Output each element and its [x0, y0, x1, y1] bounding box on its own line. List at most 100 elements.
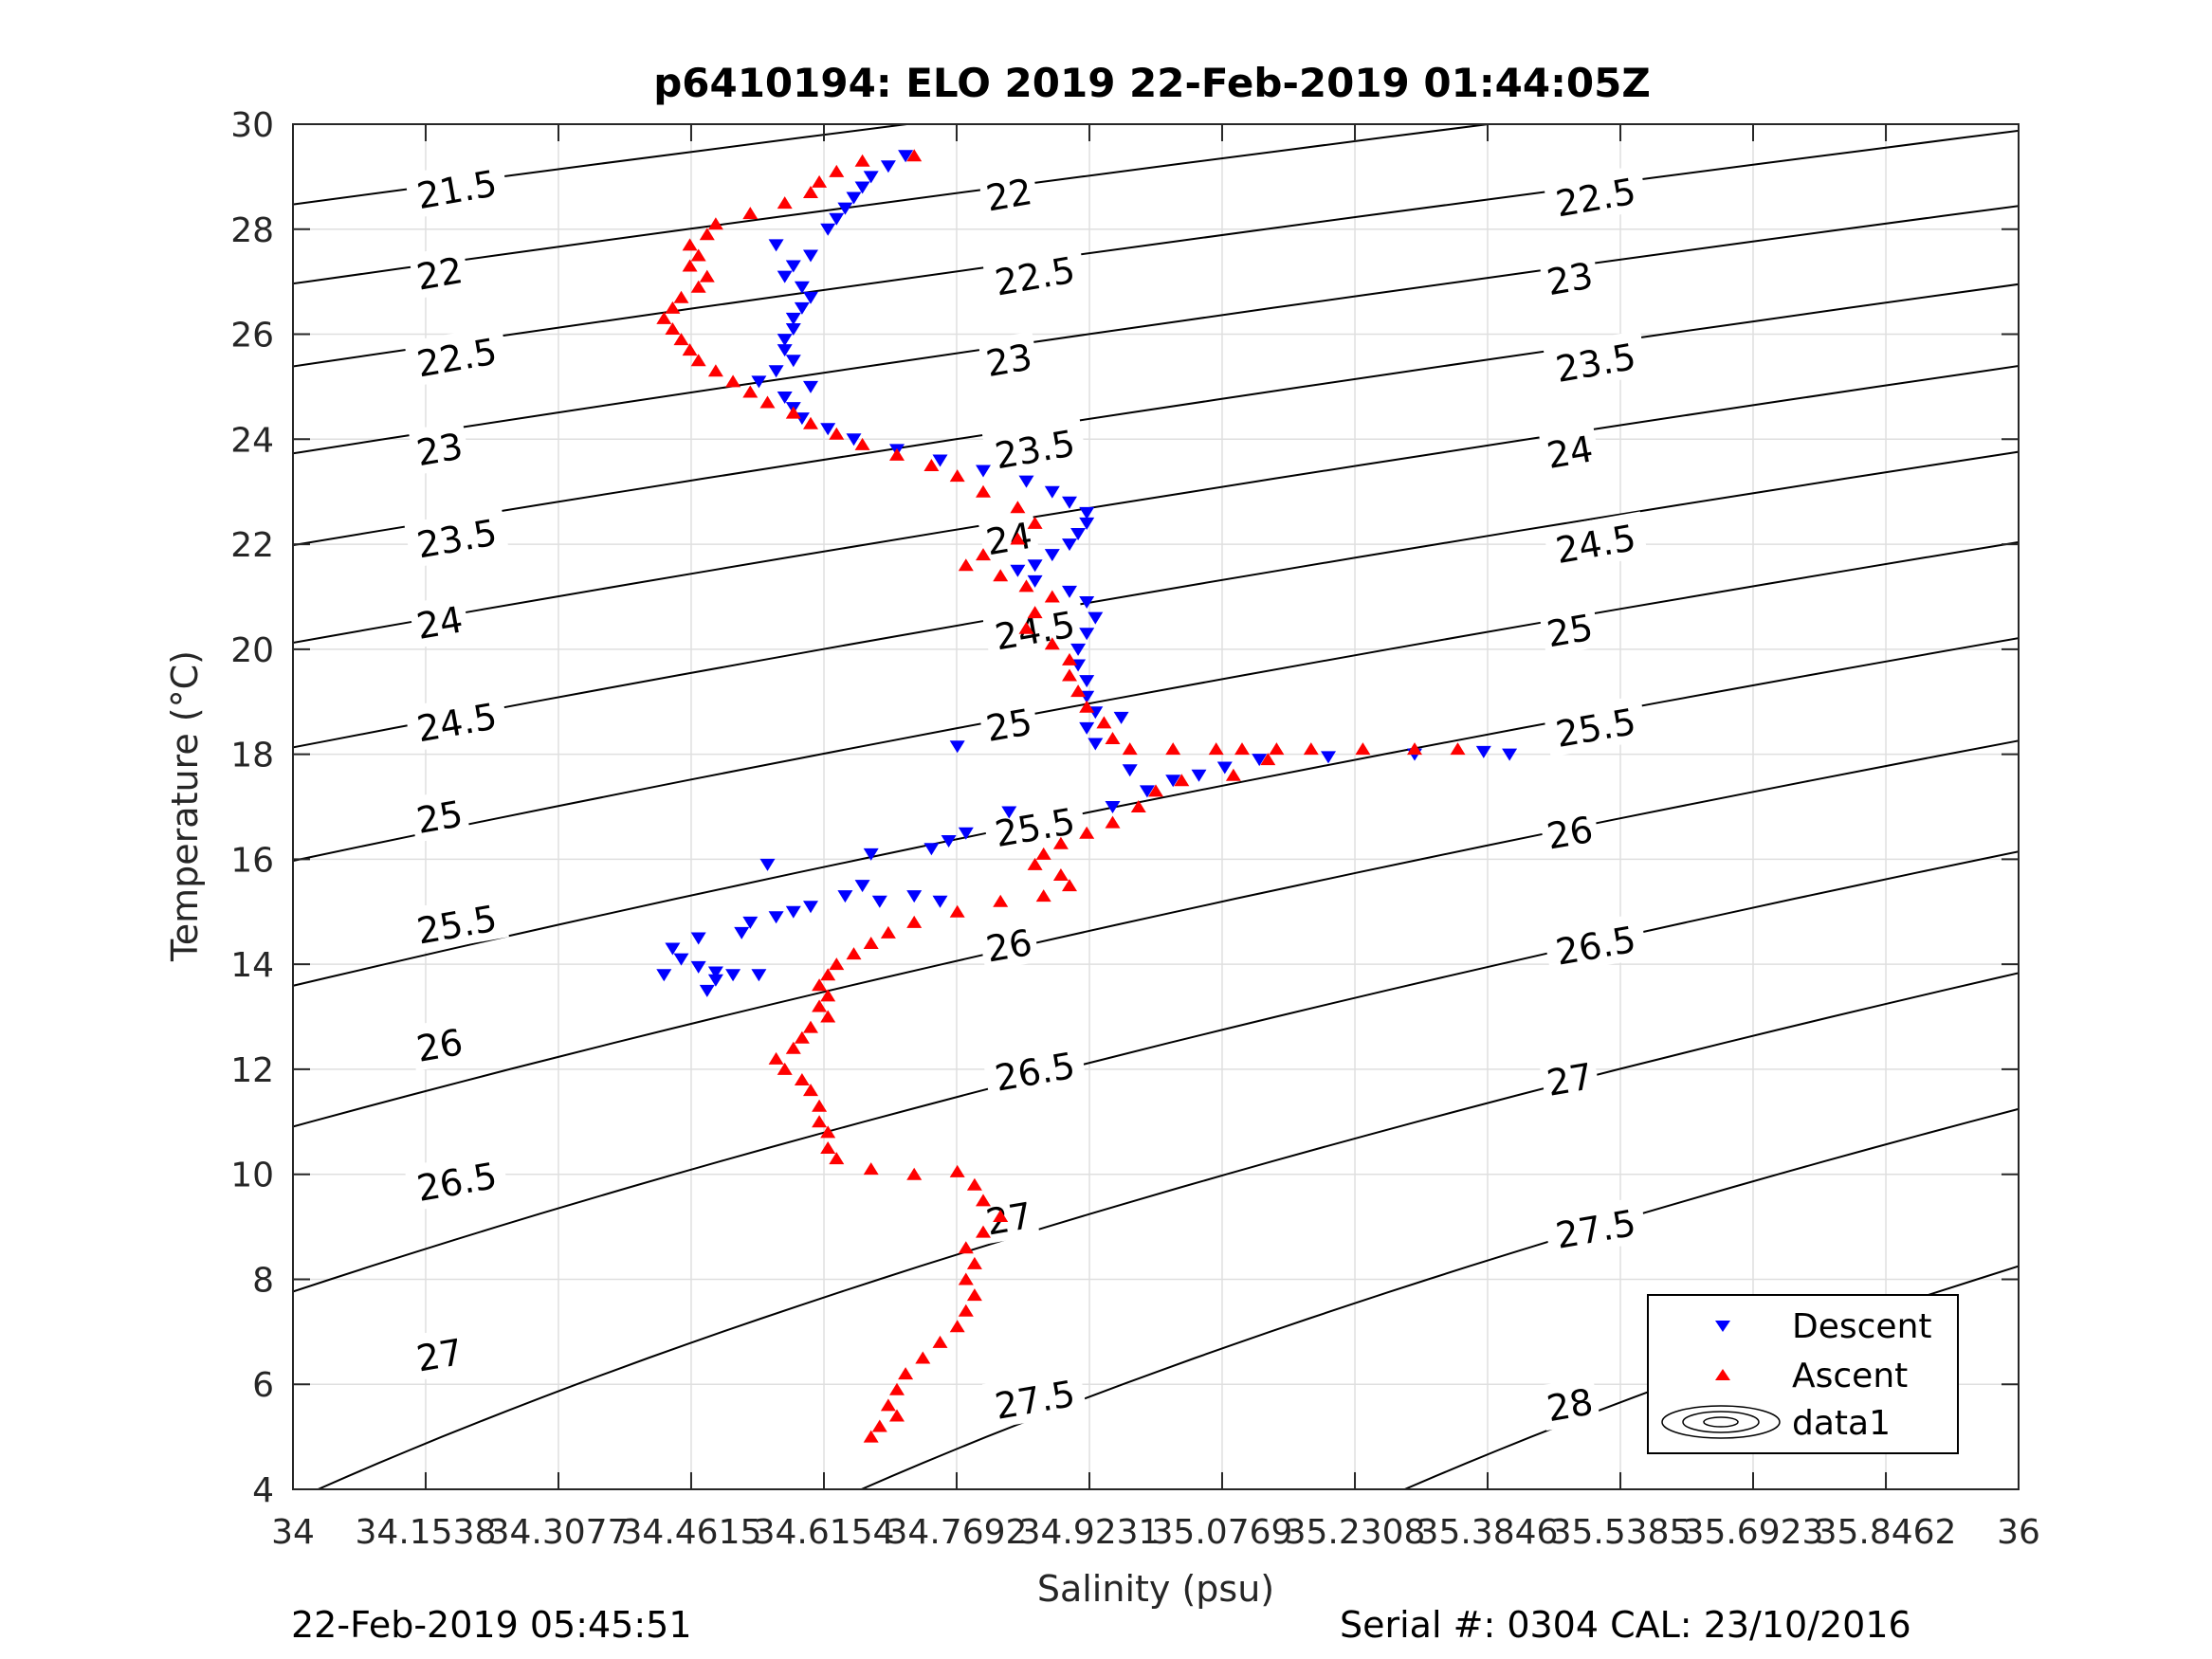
x-tick-label: 35.2308: [1285, 1513, 1426, 1552]
ascent-point: [958, 1241, 974, 1254]
chart-title: p6410194: ELO 2019 22-Feb-2019 01:44:05Z: [653, 60, 1651, 106]
ascent-point: [690, 248, 706, 262]
contour-label-bg: [981, 1039, 1088, 1102]
density-contour-line: [861, 1107, 2019, 1489]
ascent-point: [820, 1010, 836, 1023]
x-tick-label: 35.6923: [1683, 1513, 1824, 1552]
descent-point: [1252, 754, 1268, 767]
ascent-point: [898, 1367, 914, 1380]
descent-point: [656, 969, 672, 982]
ascent-point: [803, 416, 818, 429]
ascent-point: [829, 427, 845, 440]
ascent-point: [1079, 826, 1095, 839]
ascent-point: [1018, 579, 1034, 592]
ascent-point: [1027, 516, 1043, 529]
x-tick-label: 35.3846: [1417, 1513, 1559, 1552]
ascent-point: [949, 469, 965, 483]
y-tick-label: 18: [230, 737, 274, 775]
contour-label-bg: [978, 166, 1040, 221]
descent-point: [1113, 711, 1129, 724]
ascent-point: [906, 1167, 923, 1180]
y-tick-label: 24: [230, 421, 274, 460]
x-tick-label: 35.8462: [1816, 1513, 1957, 1552]
x-tick-label: 34.9231: [1019, 1513, 1161, 1552]
descent-point: [785, 323, 801, 336]
descent-point: [1062, 538, 1077, 552]
descent-point: [820, 423, 836, 436]
ascent-point: [699, 228, 715, 241]
ascent-point: [665, 322, 681, 335]
y-tick-label: 26: [230, 317, 274, 356]
descent-point: [759, 858, 776, 871]
descent-point: [1105, 801, 1121, 813]
contour-label-bg: [978, 696, 1040, 751]
ascent-point: [665, 301, 681, 314]
ascent-point: [976, 1194, 991, 1207]
ascent-point: [906, 915, 923, 928]
ascent-point: [949, 1164, 965, 1177]
ascent-point: [820, 1125, 836, 1139]
legend-contour-icon: [1661, 1405, 1781, 1439]
descent-point: [846, 433, 862, 447]
descent-point: [768, 239, 784, 252]
ascent-point: [1174, 774, 1190, 787]
ascent-point: [768, 1051, 784, 1065]
axes: [292, 123, 2020, 1490]
descent-point: [863, 848, 879, 861]
descent-point: [829, 212, 845, 226]
descent-point: [1044, 549, 1060, 562]
ascent-point: [690, 354, 706, 367]
descent-point: [949, 740, 965, 754]
ascent-point: [682, 343, 698, 356]
ascent-point: [1165, 742, 1181, 756]
legend-descent-marker: [1715, 1321, 1730, 1332]
ascent-point: [777, 1062, 793, 1075]
legend-data1-label: data1: [1792, 1404, 1891, 1443]
ascent-point: [1234, 742, 1250, 756]
contour-label-bg: [1538, 423, 1601, 478]
contour-label: 27: [413, 1331, 466, 1380]
y-tick-label: 30: [230, 106, 274, 145]
descent-point: [837, 890, 853, 903]
ascent-point: [863, 1162, 879, 1176]
contour-label: 23: [1544, 255, 1596, 304]
ascent-point: [656, 311, 672, 324]
descent-point: [854, 181, 870, 194]
descent-point: [1079, 675, 1095, 688]
ascent-point: [923, 459, 940, 471]
ascent-point: [1208, 742, 1224, 756]
descent-point: [898, 150, 914, 163]
descent-point: [923, 843, 940, 856]
ascent-point: [785, 1041, 801, 1054]
contour-label-bg: [404, 505, 509, 569]
contour-label: 23: [983, 336, 1035, 385]
descent-point: [1070, 643, 1087, 656]
descent-point: [751, 969, 767, 982]
ascent-point: [906, 149, 923, 162]
ascent-point: [673, 333, 689, 346]
contour-label-bg: [408, 788, 471, 843]
x-tick-label: 34.4615: [621, 1513, 762, 1552]
descent-point: [846, 191, 862, 205]
descent-point: [1502, 748, 1518, 761]
ascent-point: [1105, 732, 1121, 744]
ascent-point: [854, 437, 870, 450]
descent-point: [1010, 564, 1026, 577]
contour-label: 27: [983, 1194, 1035, 1244]
ascent-point: [976, 484, 991, 498]
descent-point: [794, 281, 810, 294]
descent-point: [777, 344, 793, 357]
ascent-point: [976, 548, 991, 561]
ascent-point: [1062, 668, 1077, 682]
ascent-point: [889, 1409, 905, 1422]
descent-point: [1027, 574, 1043, 588]
ascent-point: [1450, 742, 1466, 756]
descent-point: [932, 454, 948, 467]
ascent-point: [820, 1141, 836, 1154]
ascent-point: [820, 968, 836, 981]
contour-label-bg: [1543, 164, 1649, 228]
contour-label-bg: [408, 245, 471, 300]
contour-label: 24: [1544, 428, 1596, 477]
descent-point: [1079, 596, 1095, 609]
descent-point: [768, 365, 784, 378]
